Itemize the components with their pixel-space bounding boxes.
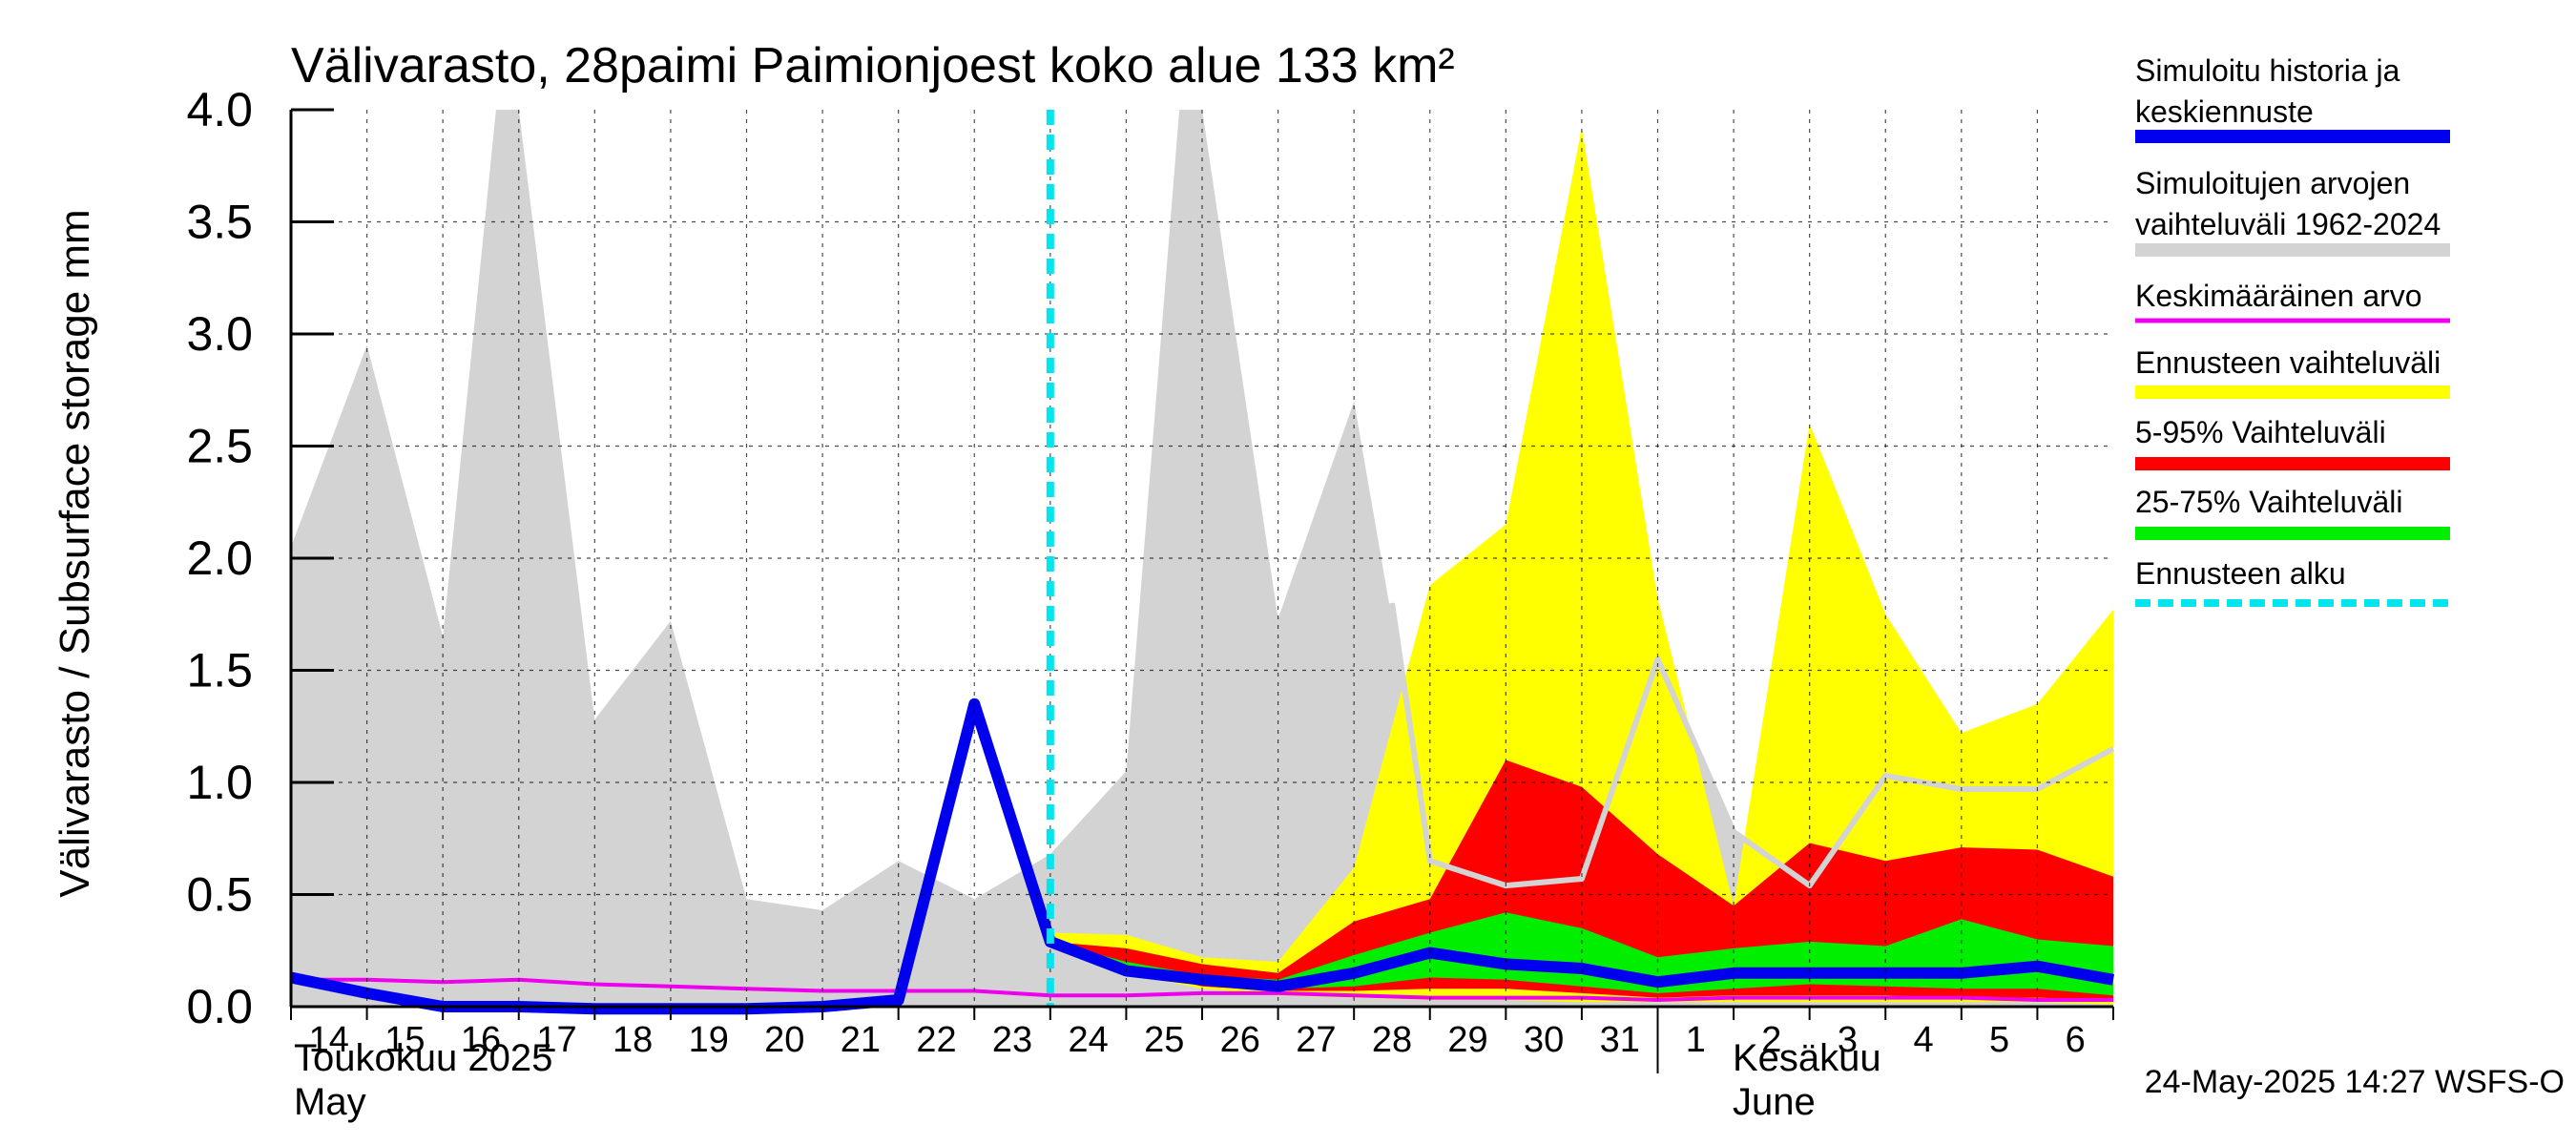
- x-tick-label: 15: [384, 1020, 425, 1060]
- y-tick-label: 0.5: [186, 868, 253, 922]
- footer-timestamp: 24-May-2025 14:27 WSFS-O: [2145, 1064, 2565, 1100]
- y-tick-label: 0.0: [186, 980, 253, 1033]
- y-tick-label: 2.5: [186, 420, 253, 473]
- x-tick-label: 16: [461, 1020, 501, 1060]
- x-tick-label: 17: [536, 1020, 576, 1060]
- y-tick-label: 1.5: [186, 644, 253, 697]
- x-tick-label: 3: [1838, 1020, 1858, 1060]
- legend-label: Keskimääräinen arvo: [2135, 279, 2422, 313]
- x-tick-label: 4: [1913, 1020, 1933, 1060]
- legend-label: 25-75% Vaihteluväli: [2135, 485, 2402, 519]
- x-tick-label: 18: [613, 1020, 653, 1060]
- y-tick-label: 3.5: [186, 196, 253, 249]
- x-tick-label: 19: [689, 1020, 729, 1060]
- x-tick-label: 27: [1296, 1020, 1336, 1060]
- grid: [291, 110, 2113, 1007]
- axes: 0.00.51.01.52.02.53.03.54.014 15 16 17 18 19 2…: [186, 83, 2114, 1073]
- month-label-may-en: May: [294, 1081, 366, 1123]
- legend-label: 5-95% Vaihteluväli: [2135, 415, 2386, 449]
- legend-label: Simuloitujen arvojen: [2135, 166, 2410, 200]
- month-label-june-en: June: [1733, 1081, 1816, 1123]
- forecast-range-area: [1049, 127, 2113, 1005]
- x-tick-label: 21: [841, 1020, 881, 1060]
- x-tick-label: 6: [2066, 1020, 2086, 1060]
- x-tick-label: 22: [916, 1020, 956, 1060]
- legend-label: Simuloitu historia ja: [2135, 53, 2400, 88]
- x-tick-label: 28: [1372, 1020, 1412, 1060]
- legend-label: vaihteluväli 1962-2024: [2135, 207, 2441, 241]
- y-tick-label: 4.0: [186, 83, 253, 136]
- x-tick-label: 30: [1524, 1020, 1564, 1060]
- x-tick-label: 25: [1144, 1020, 1184, 1060]
- x-tick-label: 20: [764, 1020, 804, 1060]
- x-tick-label: 24: [1068, 1020, 1108, 1060]
- legend-label: keskiennuste: [2135, 94, 2314, 129]
- chart-title: Välivarasto, 28paimi Paimionjoest koko a…: [291, 38, 1455, 94]
- legend-label: Ennusteen vaihteluväli: [2135, 345, 2441, 380]
- x-tick-label: 29: [1447, 1020, 1487, 1060]
- legend: Simuloitu historia ja keskiennuste Simuloi…: [2135, 53, 2450, 607]
- y-axis-label: Välivarasto / Subsurface storage mm: [52, 209, 98, 897]
- x-tick-label: 26: [1220, 1020, 1260, 1060]
- x-tick-label: 1: [1686, 1020, 1706, 1060]
- x-tick-label: 2: [1761, 1020, 1781, 1060]
- legend-label: Ennusteen alku: [2135, 556, 2346, 591]
- y-tick-label: 1.0: [186, 756, 253, 809]
- y-tick-label: 3.0: [186, 307, 253, 361]
- history-range-line: [1389, 602, 2115, 889]
- y-tick-label: 2.0: [186, 531, 253, 585]
- month-label-may-fi: Toukokuu 2025: [294, 1037, 552, 1079]
- x-tick-label: 5: [1989, 1020, 2009, 1060]
- x-tick-label: 14: [309, 1020, 349, 1060]
- x-tick-label: 23: [992, 1020, 1032, 1060]
- month-label-june-fi: Kesäkuu: [1733, 1037, 1881, 1079]
- x-tick-label: 31: [1600, 1020, 1640, 1060]
